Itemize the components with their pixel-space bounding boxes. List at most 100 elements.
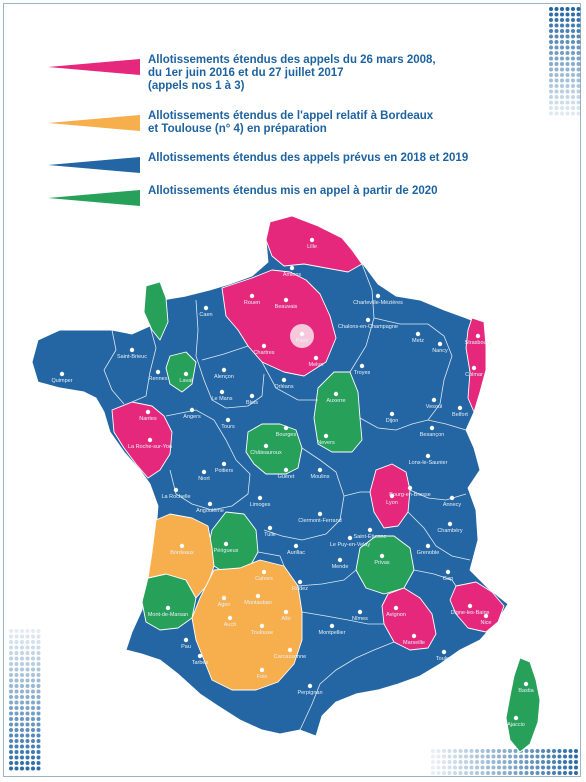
decorative-dot (20, 755, 24, 760)
decorative-dot (563, 749, 567, 753)
city-dot (227, 615, 233, 621)
city-dot (389, 493, 395, 499)
decorative-dot (554, 78, 559, 83)
decorative-dot (469, 765, 474, 770)
decorative-dot (475, 771, 479, 775)
city-label: Blois (246, 400, 258, 406)
city-marker: Montauban (244, 593, 272, 606)
decorative-dot (9, 667, 13, 672)
city-marker: Toulouse (251, 623, 273, 636)
decorative-dot (552, 765, 556, 770)
decorative-dot (9, 717, 13, 721)
decorative-dot (524, 760, 529, 764)
city-dot (225, 417, 231, 423)
department-borders (103, 263, 471, 731)
city-marker: Laval (179, 371, 193, 384)
decorative-dot (549, 51, 553, 55)
decorative-dot (571, 84, 575, 88)
city-marker: Bourges (276, 425, 296, 438)
decorative-dot (571, 73, 575, 77)
region-green-centre (245, 423, 303, 475)
decorative-dot (554, 40, 559, 44)
decorative-dot (31, 728, 35, 732)
decorative-dot (9, 700, 13, 705)
city-marker: Limoges (250, 495, 271, 508)
city-label: La Roche-sur-Yon (128, 444, 172, 450)
decorative-dot (497, 754, 501, 759)
decorative-dot (20, 739, 24, 743)
decorative-dot (14, 656, 19, 661)
city-marker: Charleville-Mézières (353, 293, 403, 306)
decorative-dot (554, 100, 559, 105)
region-green-corsica (505, 657, 541, 753)
city-label: Montauban (244, 600, 272, 606)
city-dot (179, 543, 185, 549)
decorative-dot (560, 23, 564, 28)
decorative-dot (568, 760, 573, 764)
decorative-dot (14, 722, 19, 727)
decorative-dot (31, 678, 35, 683)
decorative-dot (25, 656, 30, 661)
decorative-dot (554, 89, 559, 94)
decorative-dot (25, 667, 30, 672)
city-marker: Rodez (292, 579, 308, 592)
decorative-dot (554, 62, 559, 66)
city-marker: Montpellier (319, 623, 346, 636)
decorative-dot (464, 771, 468, 775)
city-marker: Bourg-en-Bresse (389, 485, 431, 498)
decorative-dot (36, 678, 41, 683)
city-marker: Bordeaux (170, 543, 194, 556)
city-label: Saint-Étienne (353, 533, 386, 540)
city-label: Strasbourg (465, 340, 492, 346)
decorative-dot (565, 95, 570, 99)
city-dot (221, 595, 227, 601)
city-label: Troyes (354, 370, 371, 376)
city-marker: Marseille (403, 633, 425, 646)
decorative-dot (508, 760, 512, 764)
city-marker: La Rochelle (161, 487, 191, 500)
legend-line: Allotissements étendus des appels du 26 … (148, 54, 436, 66)
decorative-dot (535, 765, 540, 770)
decorative-dot (502, 754, 507, 759)
city-marker: Beauvais (275, 297, 298, 310)
decorative-dot (20, 711, 24, 716)
city-marker: Lyon (386, 493, 398, 506)
dot-pattern-bottom-right (431, 749, 578, 775)
legend-label-green: Allotissements étendus mis en appel à pa… (148, 185, 518, 198)
decorative-dot (453, 771, 457, 775)
city-marker: Chambéry (437, 521, 463, 534)
decorative-dot (486, 760, 490, 764)
decorative-dot (14, 662, 19, 666)
decorative-dot (554, 18, 559, 22)
decorative-dot (20, 733, 24, 738)
legend-line: Allotissements étendus mis en appel à pa… (148, 185, 438, 197)
decorative-dot (36, 651, 41, 655)
city-dot (249, 293, 255, 299)
decorative-dot (25, 728, 30, 732)
decorative-dot (20, 656, 24, 661)
decorative-dot (560, 78, 564, 83)
decorative-dot (25, 695, 30, 699)
city-label: Aurillac (287, 550, 305, 556)
city-dot (347, 535, 353, 541)
decorative-dot (565, 12, 570, 17)
decorative-dot (560, 62, 564, 66)
decorative-dot (14, 755, 19, 760)
city-dot (219, 389, 225, 395)
decorative-dot (31, 634, 35, 639)
decorative-dot (576, 29, 581, 33)
city-label: Ajaccio (507, 722, 525, 728)
city-marker: Lille (307, 237, 317, 250)
decorative-dot (25, 761, 30, 765)
decorative-dot (25, 651, 30, 655)
city-marker: Bastia (518, 681, 535, 694)
city-marker: Clermont-Ferrand (298, 511, 342, 524)
decorative-dot (571, 51, 575, 55)
decorative-dot (25, 673, 30, 677)
city-marker: Rouen (244, 293, 260, 306)
decorative-dot (36, 744, 41, 749)
city-dot (257, 495, 263, 501)
decorative-dot (565, 89, 570, 94)
decorative-dot (535, 760, 540, 764)
decorative-dot (519, 760, 523, 764)
